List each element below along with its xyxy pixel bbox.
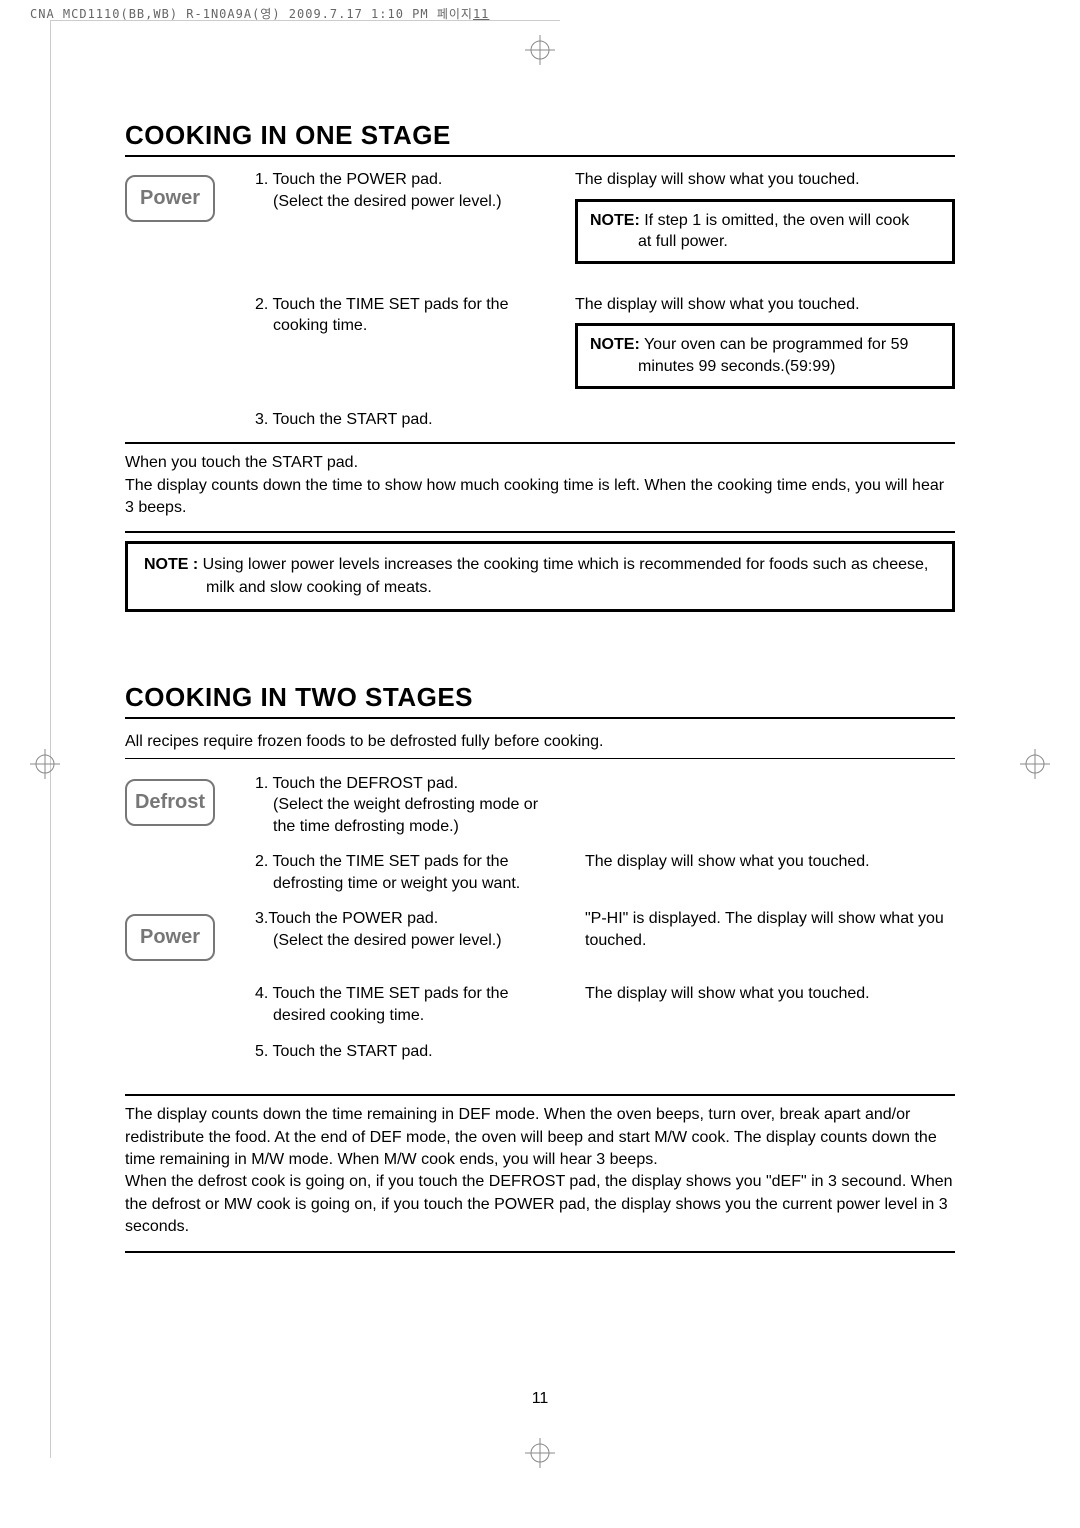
- crop-mark-icon: [30, 749, 60, 779]
- step-result: The display will show what you touched.: [585, 851, 955, 873]
- step-text: 4. Touch the TIME SET pads for the: [255, 983, 565, 1005]
- note-label: NOTE:: [590, 336, 640, 353]
- divider: [125, 1094, 955, 1096]
- note-body: Using lower power levels increases the c…: [198, 556, 928, 573]
- note-box: NOTE: If step 1 is omitted, the oven wil…: [575, 199, 955, 264]
- section1-title: COOKING IN ONE STAGE: [125, 120, 955, 157]
- step-subtext: defrosting time or weight you want.: [255, 873, 565, 895]
- crop-mark-icon: [1020, 749, 1050, 779]
- crop-mark-icon: [525, 35, 555, 65]
- step-subtext: (Select the desired power level.): [255, 191, 555, 213]
- step-text: 3.Touch the POWER pad.: [255, 908, 565, 930]
- step-text: 2. Touch the TIME SET pads for the: [255, 294, 555, 316]
- power-pad: Power: [125, 175, 215, 222]
- decorative-line: [50, 20, 51, 1458]
- step-text: 2. Touch the TIME SET pads for the: [255, 851, 565, 873]
- note-box: NOTE : Using lower power levels increase…: [125, 541, 955, 612]
- body-paragraph: The display counts down the time to show…: [125, 475, 955, 520]
- note-box: NOTE: Your oven can be programmed for 59…: [575, 323, 955, 388]
- step-text: 1. Touch the POWER pad.: [255, 169, 555, 191]
- step-subtext: desired cooking time.: [255, 1005, 565, 1027]
- step-text: 1. Touch the DEFROST pad.: [255, 773, 565, 795]
- note-body: Your oven can be programmed for 59: [640, 336, 909, 353]
- step-subtext: the time defrosting mode.): [255, 816, 565, 838]
- decorative-line: [50, 20, 560, 21]
- note-body: milk and slow cooking of meats.: [144, 577, 936, 599]
- note-label: NOTE:: [590, 212, 640, 229]
- section2-title: COOKING IN TWO STAGES: [125, 682, 955, 719]
- step-result: The display will show what you touched.: [575, 294, 955, 316]
- note-label: NOTE :: [144, 556, 198, 573]
- print-header-text: CNA MCD1110(BB,WB) R-1N0A9A(영) 2009.7.17…: [30, 7, 473, 21]
- body-paragraph: The display counts down the time remaini…: [125, 1104, 955, 1171]
- step-subtext: (Select the desired power level.): [255, 930, 565, 952]
- defrost-pad: Defrost: [125, 779, 215, 826]
- divider: [125, 442, 955, 444]
- print-header-page: 11: [473, 7, 489, 21]
- crop-mark-icon: [525, 1438, 555, 1468]
- body-paragraph: When the defrost cook is going on, if yo…: [125, 1171, 955, 1238]
- divider: [125, 1251, 955, 1253]
- page-content: COOKING IN ONE STAGE Power 1. Touch the …: [125, 120, 955, 1261]
- divider: [125, 531, 955, 533]
- step-text: 3. Touch the START pad.: [255, 409, 555, 431]
- step-text: 5. Touch the START pad.: [255, 1041, 565, 1063]
- step-result: The display will show what you touched.: [575, 169, 955, 191]
- note-body: minutes 99 seconds.(59:99): [590, 356, 940, 378]
- note-body: If step 1 is omitted, the oven will cook: [640, 212, 909, 229]
- step-subtext: cooking time.: [255, 315, 555, 337]
- section2-intro: All recipes require frozen foods to be d…: [125, 731, 955, 753]
- step-result: "P-HI" is displayed. The display will sh…: [585, 908, 955, 951]
- step-result: The display will show what you touched.: [585, 983, 955, 1005]
- body-paragraph: When you touch the START pad.: [125, 452, 955, 474]
- power-pad: Power: [125, 914, 215, 961]
- divider: [125, 758, 955, 759]
- page-number: 11: [532, 1390, 549, 1408]
- step-subtext: (Select the weight defrosting mode or: [255, 794, 565, 816]
- note-body: at full power.: [590, 231, 940, 253]
